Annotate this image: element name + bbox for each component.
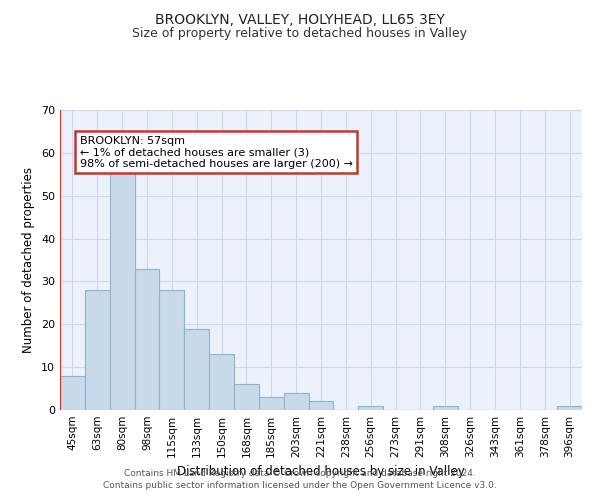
Text: Contains HM Land Registry data © Crown copyright and database right 2024.
Contai: Contains HM Land Registry data © Crown c… [103, 468, 497, 490]
Bar [60, 376, 85, 410]
Bar [184, 328, 209, 410]
Bar [284, 393, 308, 410]
Bar [358, 406, 383, 410]
Bar [160, 290, 184, 410]
Bar [557, 406, 582, 410]
Bar [259, 397, 284, 410]
Text: BROOKLYN, VALLEY, HOLYHEAD, LL65 3EY: BROOKLYN, VALLEY, HOLYHEAD, LL65 3EY [155, 12, 445, 26]
Text: Size of property relative to detached houses in Valley: Size of property relative to detached ho… [133, 28, 467, 40]
Bar [110, 162, 134, 410]
Bar [134, 268, 160, 410]
Y-axis label: Number of detached properties: Number of detached properties [22, 167, 35, 353]
Bar [433, 406, 458, 410]
Text: BROOKLYN: 57sqm
← 1% of detached houses are smaller (3)
98% of semi-detached hou: BROOKLYN: 57sqm ← 1% of detached houses … [80, 136, 353, 169]
Bar [234, 384, 259, 410]
Bar [85, 290, 110, 410]
X-axis label: Distribution of detached houses by size in Valley: Distribution of detached houses by size … [177, 466, 465, 478]
Bar [209, 354, 234, 410]
Bar [308, 402, 334, 410]
